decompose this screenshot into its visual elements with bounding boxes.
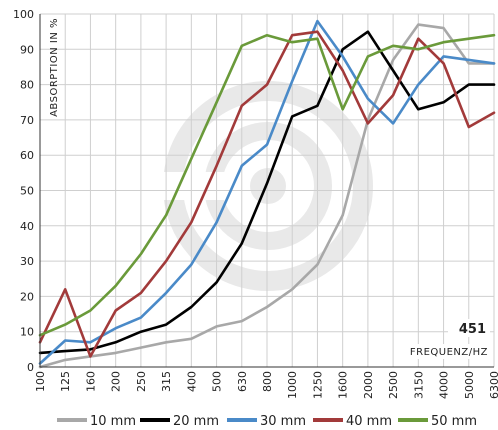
- y-tick-label-10: 10: [20, 326, 34, 339]
- x-axis-label: FREQUENZ/HZ: [410, 347, 488, 358]
- y-tick-label-70: 70: [20, 114, 34, 127]
- x-tick-label-6300: 6300: [488, 371, 498, 399]
- chart-grid: [39, 13, 495, 368]
- legend-label-0: 10 mm: [90, 414, 136, 429]
- x-tick-label-160: 160: [84, 371, 97, 392]
- y-tick-label-50: 50: [20, 185, 34, 198]
- series-line-10-mm: [38, 23, 496, 369]
- y-tick-label-30: 30: [20, 255, 34, 268]
- x-tick-label-315: 315: [160, 371, 173, 392]
- legend-label-3: 40 mm: [346, 414, 392, 429]
- y-tick-label-90: 90: [20, 43, 34, 56]
- x-tick-label-250: 250: [135, 371, 148, 392]
- y-tick-label-0: 0: [27, 361, 34, 374]
- series-line-30-mm: [38, 19, 496, 365]
- x-tick-labels: 100 125 160 200 250 315 400 500 630 800 1000 1250 16…: [34, 371, 498, 399]
- x-tick-label-800: 800: [261, 371, 274, 392]
- y-tick-label-60: 60: [20, 149, 34, 162]
- x-tick-label-2500: 2500: [387, 371, 400, 399]
- series-line-40-mm: [38, 30, 496, 358]
- y-axis-label: ABSORPTION IN %: [49, 18, 60, 117]
- x-tick-label-2000: 2000: [362, 371, 375, 399]
- y-tick-labels: 0 10 20 30 40 50 60 70 80 90 100: [13, 8, 34, 374]
- x-axis-label-background: [404, 344, 492, 359]
- product-code-label: 451: [459, 322, 486, 337]
- legend-label-2: 30 mm: [260, 414, 306, 429]
- series-lines: [38, 19, 496, 369]
- x-tick-label-125: 125: [59, 371, 72, 392]
- legend-label-4: 50 mm: [431, 414, 477, 429]
- chart-axes: [39, 14, 494, 368]
- y-tick-label-80: 80: [20, 79, 34, 92]
- x-tick-label-1000: 1000: [286, 371, 299, 399]
- chart-legend: 10 mm 20 mm 30 mm 40 mm 50 mm: [57, 414, 477, 429]
- x-tick-label-1250: 1250: [311, 371, 324, 399]
- x-tick-label-100: 100: [34, 371, 47, 392]
- x-tick-label-400: 400: [185, 371, 198, 392]
- x-tick-label-500: 500: [211, 371, 224, 392]
- x-tick-label-5000: 5000: [463, 371, 476, 399]
- x-tick-label-200: 200: [110, 371, 123, 392]
- x-tick-label-4000: 4000: [438, 371, 451, 399]
- x-tick-label-630: 630: [236, 371, 249, 392]
- series-line-20-mm: [38, 30, 496, 355]
- y-tick-label-100: 100: [13, 8, 34, 21]
- code-label-background: [448, 319, 490, 337]
- x-tick-label-1600: 1600: [337, 371, 350, 399]
- watermark-dot: [250, 168, 286, 204]
- y-tick-label-40: 40: [20, 220, 34, 233]
- series-line-50-mm: [38, 33, 496, 337]
- y-tick-label-20: 20: [20, 290, 34, 303]
- legend-label-1: 20 mm: [173, 414, 219, 429]
- x-tick-label-3150: 3150: [412, 371, 425, 399]
